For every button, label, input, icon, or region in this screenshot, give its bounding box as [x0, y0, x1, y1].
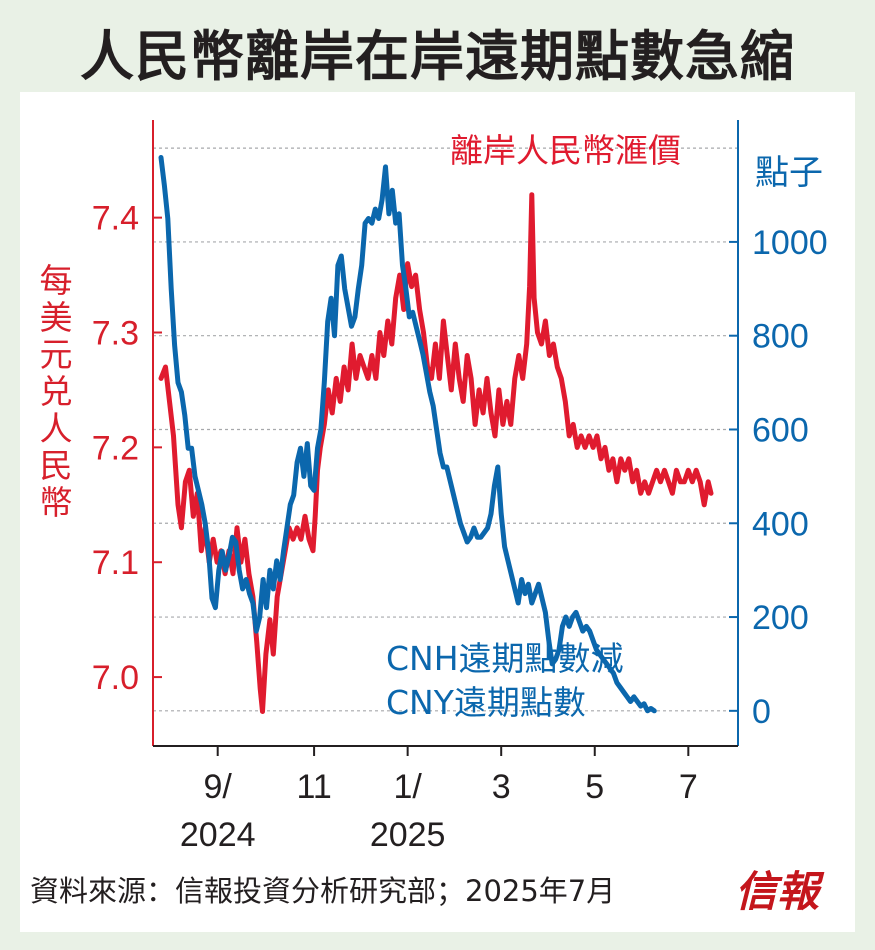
right-tick-label: 600 — [752, 411, 809, 449]
x-tick-label: 9/ — [204, 768, 233, 806]
x-tick-label: 3 — [492, 768, 511, 806]
right-axis-label: 點子 — [755, 153, 823, 193]
x-tick-label: 11 — [296, 768, 331, 806]
series-annotation: 離岸人民幣滙價 — [450, 131, 681, 170]
left-tick-label: 7.4 — [92, 200, 139, 238]
left-tick-label: 7.2 — [92, 429, 139, 467]
series-annotation: CNY遠期點數 — [386, 683, 586, 722]
line-chart: 7.0 7.1 7.2 7.3 7.4 0 200 400 600 800 1000 9/2024 11… — [40, 120, 828, 854]
chart-labels: 每美元兑人民幣 點子 離岸人民幣滙價 CNH遠期點數減 CNY遠期點數 — [40, 131, 824, 722]
right-tick-label: 1000 — [752, 224, 828, 262]
series-line-cnh-rate — [158, 192, 714, 714]
axes: 7.0 7.1 7.2 7.3 7.4 0 200 400 600 800 1000 9/2024 11… — [92, 120, 828, 854]
left-tick-label: 7.1 — [92, 544, 139, 582]
series-layer — [158, 155, 714, 714]
left-tick-label: 7.0 — [92, 659, 139, 697]
right-tick-label: 200 — [752, 599, 809, 637]
right-tick-label: 400 — [752, 505, 809, 543]
gridlines — [153, 147, 738, 712]
right-tick-label: 800 — [752, 318, 809, 356]
x-tick-label: 5 — [585, 768, 604, 806]
x-year-label: 2024 — [180, 816, 256, 854]
chart-title: 人民幣離岸在岸遠期點數急縮 — [80, 25, 795, 88]
series-line-forward-points-spread — [158, 155, 657, 714]
series-annotation: CNH遠期點數減 — [386, 639, 624, 678]
x-tick-label: 1/ — [393, 768, 422, 806]
x-tick-label: 7 — [679, 768, 698, 806]
chart-panel: 7.0 7.1 7.2 7.3 7.4 0 200 400 600 800 1000 9/2024 11… — [20, 92, 855, 932]
right-tick-label: 0 — [752, 693, 771, 731]
left-axis-label: 每美元兑人民幣 — [40, 261, 73, 522]
source-note: 資料來源：信報投資分析研究部；2025年7月 — [30, 874, 616, 908]
publisher-logo: 信報 — [735, 867, 820, 916]
x-year-label: 2025 — [370, 816, 446, 854]
left-tick-label: 7.3 — [92, 314, 139, 352]
